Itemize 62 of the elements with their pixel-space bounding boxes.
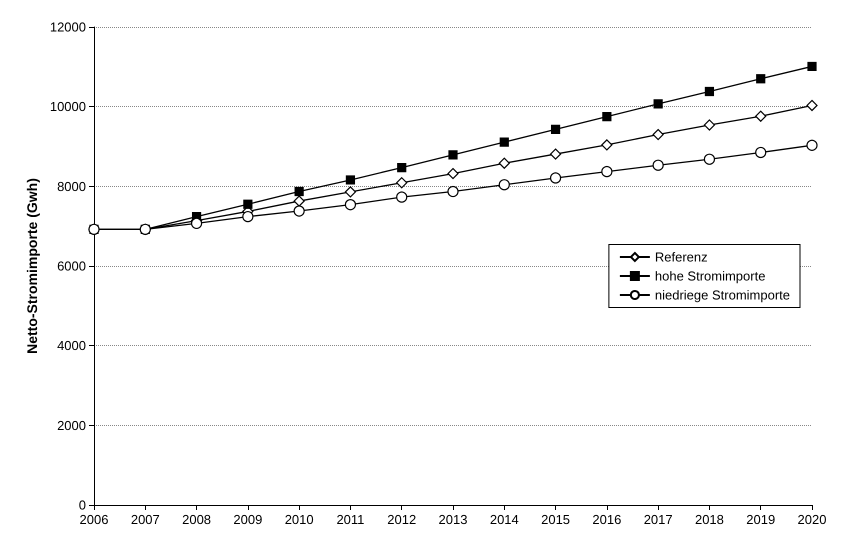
point <box>498 179 510 190</box>
point <box>242 211 254 222</box>
point <box>448 150 458 160</box>
y-tick-label: 12000 <box>50 20 86 34</box>
x-tick-label: 2010 <box>284 512 314 527</box>
x-tick-label: 2009 <box>233 512 262 527</box>
x-tick-label: 2018 <box>694 512 724 527</box>
point <box>704 119 716 131</box>
point <box>807 62 817 72</box>
point <box>344 199 356 210</box>
point <box>397 163 406 172</box>
x-tick-label: 2011 <box>336 512 364 527</box>
x-tick-label: 2014 <box>490 512 519 527</box>
y-tick-label: 2000 <box>57 418 86 433</box>
point <box>498 158 510 169</box>
point <box>550 148 562 160</box>
point <box>294 186 304 196</box>
point <box>652 160 664 171</box>
point <box>550 124 560 134</box>
point <box>396 177 408 188</box>
x-tick-label: 2015 <box>541 512 570 527</box>
point <box>601 139 612 151</box>
point <box>602 112 612 122</box>
y-axis-title: Netto-Stromimporte (Gwh) <box>24 178 40 354</box>
point <box>652 128 664 140</box>
x-tick-label: 2006 <box>80 512 108 527</box>
point <box>550 172 562 184</box>
y-tick-label: 4000 <box>57 338 86 354</box>
point <box>755 110 766 122</box>
point <box>346 175 356 185</box>
point <box>500 138 509 147</box>
y-tick-label: 0 <box>78 498 86 512</box>
y-tick-label: 6000 <box>57 258 86 274</box>
x-tick-label: 2020 <box>798 512 826 527</box>
y-tick-label: 8000 <box>57 178 86 194</box>
x-tick-label: 2007 <box>130 512 160 527</box>
point <box>447 186 459 198</box>
point <box>344 186 356 198</box>
x-tick-label: 2013 <box>438 512 468 527</box>
point <box>704 86 714 96</box>
y-tick-label: 10000 <box>50 99 86 114</box>
x-tick-label: 2012 <box>387 512 416 527</box>
point <box>396 191 408 203</box>
point <box>243 200 252 209</box>
point <box>806 140 818 151</box>
legend-label: Referenz <box>654 250 708 264</box>
x-tick-label: 2008 <box>182 512 212 527</box>
x-tick-label: 2019 <box>746 512 776 527</box>
point <box>806 100 818 112</box>
point <box>704 154 716 165</box>
legend-label: hohe Stromimporte <box>654 268 766 284</box>
point <box>190 218 202 229</box>
x-tick-label: 2017 <box>644 512 673 527</box>
point <box>755 146 766 158</box>
legend-label: niedriege Stromimporte <box>654 288 790 302</box>
point <box>294 195 305 207</box>
point <box>601 166 612 178</box>
point <box>654 99 663 108</box>
point <box>756 74 766 84</box>
point <box>294 205 305 217</box>
x-tick-label: 2016 <box>592 512 622 527</box>
point <box>447 168 459 180</box>
